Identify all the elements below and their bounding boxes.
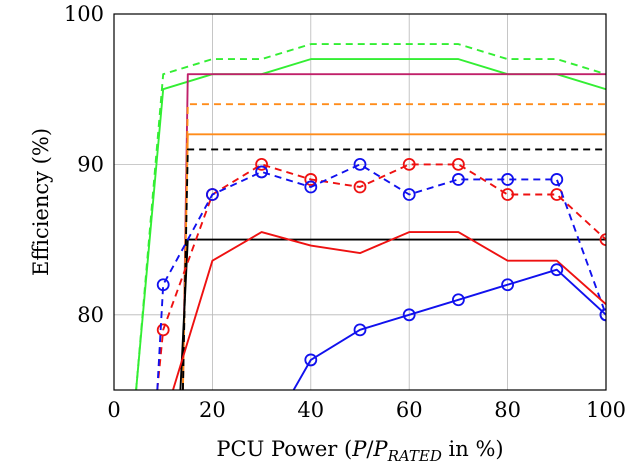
y-tick-label: 80 (77, 303, 104, 327)
y-axis-label: Efficiency (%) (29, 128, 53, 276)
series-line (181, 103, 606, 390)
data-point (205, 188, 219, 201)
data-point (550, 263, 564, 277)
x-tick-label: 100 (586, 398, 626, 422)
data-point (501, 188, 515, 201)
x-tick-label: 60 (396, 398, 423, 422)
series-10 (172, 231, 606, 390)
series-4 (181, 103, 606, 390)
data-point (451, 293, 465, 307)
data-point (451, 173, 465, 186)
data-point (304, 173, 318, 186)
data-point (255, 165, 269, 179)
data-point (353, 180, 367, 194)
series-line (181, 73, 606, 390)
data-point (501, 173, 515, 186)
plot-frame (113, 13, 607, 391)
x-tick-label: 20 (199, 398, 226, 422)
data-point (255, 157, 269, 171)
series-line (156, 163, 606, 390)
data-point (599, 233, 606, 246)
x-tick-label: 40 (297, 398, 324, 422)
series-layer (135, 43, 606, 390)
series-line (156, 163, 606, 390)
y-tick-label: 90 (77, 152, 104, 176)
data-point (501, 278, 515, 292)
data-point (402, 308, 416, 322)
series-1 (135, 43, 606, 390)
data-point (156, 323, 170, 337)
series-11 (292, 263, 606, 390)
x-tick-label: 80 (494, 398, 521, 422)
series-line (292, 268, 606, 390)
data-point (156, 278, 170, 292)
series-line (172, 231, 606, 390)
series-line (181, 148, 606, 390)
y-tick-label: 100 (64, 2, 104, 26)
x-tick-label: 0 (107, 398, 120, 422)
data-point (550, 173, 564, 186)
data-point (402, 188, 416, 201)
data-point (353, 157, 367, 171)
grid (114, 14, 606, 390)
series-3 (181, 73, 606, 390)
series-line (135, 58, 606, 390)
series-2 (135, 58, 606, 390)
data-point (304, 180, 318, 194)
data-point (353, 323, 367, 337)
series-line (135, 43, 606, 390)
data-point (599, 308, 606, 322)
data-point (451, 157, 465, 171)
series-6 (181, 148, 606, 390)
data-point (304, 353, 318, 367)
x-axis-label: PCU Power (P/PRATED in %) (216, 437, 503, 465)
data-point (402, 157, 416, 171)
tick-labels: 0 20 40 60 80 100 80 90 100 (64, 2, 626, 422)
